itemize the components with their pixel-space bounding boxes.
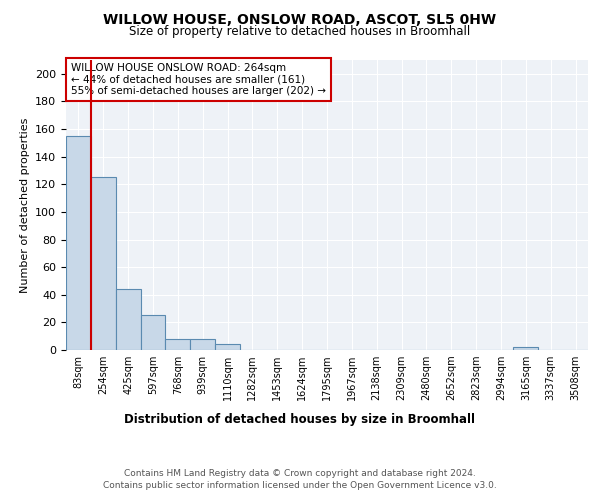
Text: WILLOW HOUSE ONSLOW ROAD: 264sqm
← 44% of detached houses are smaller (161)
55% : WILLOW HOUSE ONSLOW ROAD: 264sqm ← 44% o… [71, 63, 326, 96]
Bar [66, 136, 91, 350]
Bar [215, 344, 240, 350]
Text: WILLOW HOUSE, ONSLOW ROAD, ASCOT, SL5 0HW: WILLOW HOUSE, ONSLOW ROAD, ASCOT, SL5 0H… [103, 12, 497, 26]
Text: Size of property relative to detached houses in Broomhall: Size of property relative to detached ho… [130, 25, 470, 38]
Bar [91, 178, 116, 350]
Text: Contains HM Land Registry data © Crown copyright and database right 2024.: Contains HM Land Registry data © Crown c… [124, 468, 476, 477]
Text: Distribution of detached houses by size in Broomhall: Distribution of detached houses by size … [125, 412, 476, 426]
Text: Contains public sector information licensed under the Open Government Licence v3: Contains public sector information licen… [103, 481, 497, 490]
Bar [514, 347, 538, 350]
Bar [190, 339, 215, 350]
Y-axis label: Number of detached properties: Number of detached properties [20, 118, 29, 292]
Bar [166, 339, 190, 350]
Bar [140, 316, 166, 350]
Bar [116, 289, 140, 350]
